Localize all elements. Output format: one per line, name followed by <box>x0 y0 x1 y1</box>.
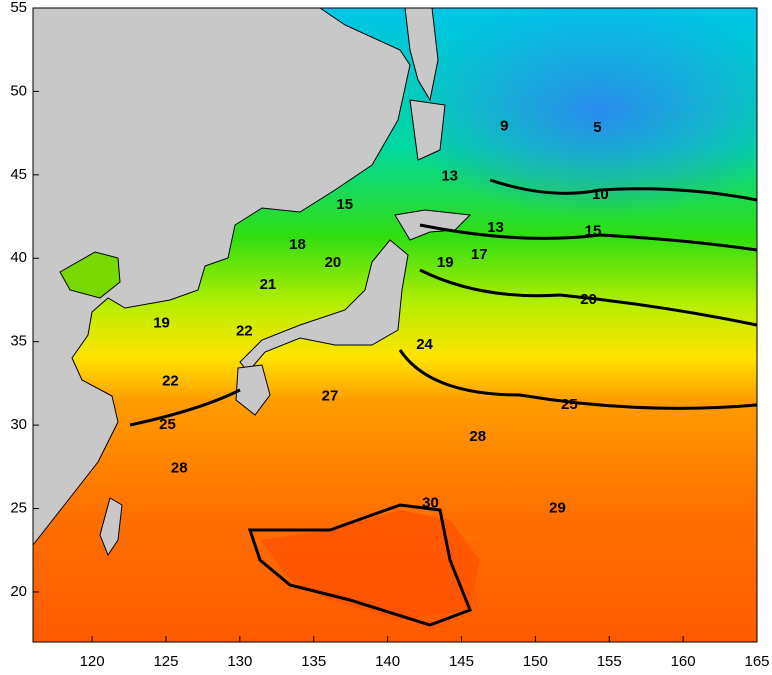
cold-pool <box>400 8 757 220</box>
y-tick-label: 25 <box>10 499 27 516</box>
x-tick-label: 155 <box>597 653 622 670</box>
land-kuril <box>409 99 446 161</box>
plot-frame <box>32 7 758 643</box>
contour-label: 25 <box>561 396 578 413</box>
contour-label: 21 <box>260 276 277 293</box>
x-tick-label: 125 <box>153 653 178 670</box>
x-tick-label: 130 <box>227 653 252 670</box>
contour-label: 5 <box>593 119 601 136</box>
x-tick-label: 150 <box>523 653 548 670</box>
x-tick-label: 135 <box>301 653 326 670</box>
isotherm <box>247 503 472 627</box>
x-tick-label: 165 <box>744 653 769 670</box>
y-tick-label: 30 <box>10 416 27 433</box>
contour-label: 22 <box>236 323 253 340</box>
contour-label: 13 <box>487 219 504 236</box>
bohai-sea <box>59 251 121 299</box>
contour-label: 24 <box>416 336 433 353</box>
x-tick-label: 140 <box>375 653 400 670</box>
contour-label: 15 <box>336 196 353 213</box>
contour-label: 15 <box>585 223 602 240</box>
contour-label: 20 <box>325 254 342 271</box>
contour-label: 22 <box>162 373 179 390</box>
contour-label: 17 <box>471 246 488 263</box>
contour-label: 20 <box>580 291 597 308</box>
y-tick-label: 45 <box>10 166 27 183</box>
y-tick-label: 40 <box>10 249 27 266</box>
isotherm <box>398 349 757 410</box>
contour-label: 28 <box>469 428 486 445</box>
isotherm <box>489 178 757 202</box>
y-tick-label: 55 <box>10 0 27 16</box>
land-taiwan <box>99 497 123 557</box>
contour-label: 10 <box>592 186 609 203</box>
contour-label: 28 <box>171 459 188 476</box>
y-tick-label: 35 <box>10 333 27 350</box>
y-tick-label: 50 <box>10 82 27 99</box>
y-tick-label: 20 <box>10 583 27 600</box>
field <box>33 8 757 642</box>
land-sakhalin <box>404 8 439 102</box>
contour-label: 18 <box>289 236 306 253</box>
x-tick-label: 160 <box>671 653 696 670</box>
x-tick-label: 120 <box>80 653 105 670</box>
contour-label: 13 <box>441 167 458 184</box>
land-kyushu <box>235 364 271 416</box>
x-tick-label: 145 <box>449 653 474 670</box>
contour-label: 19 <box>437 254 454 271</box>
land-honshu <box>239 239 409 373</box>
contour-label: 19 <box>153 314 170 331</box>
isotherm <box>419 268 757 327</box>
contour-label: 25 <box>159 416 176 433</box>
contour-label: 9 <box>500 117 508 134</box>
isotherm <box>129 388 241 427</box>
land-asia <box>33 8 411 546</box>
contour-label: 30 <box>422 494 439 511</box>
isotherm <box>419 223 757 252</box>
contour-label: 29 <box>549 499 566 516</box>
contour-label: 27 <box>322 388 339 405</box>
